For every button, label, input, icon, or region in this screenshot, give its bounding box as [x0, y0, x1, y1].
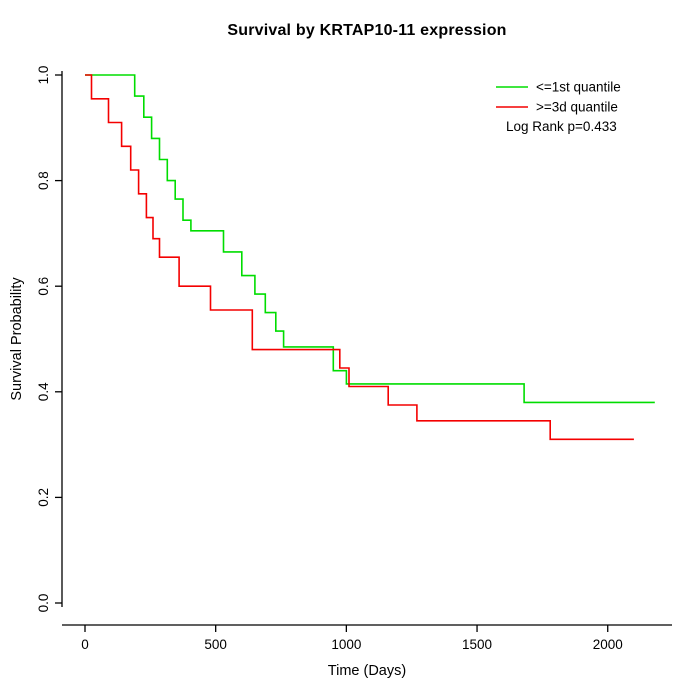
- series-line-0: [85, 74, 655, 404]
- x-tick-label: 1000: [331, 637, 361, 652]
- x-tick-label: 0: [81, 637, 89, 652]
- chart-title: Survival by KRTAP10-11 expression: [227, 22, 507, 39]
- x-tick-label: 500: [204, 637, 227, 652]
- legend-label-1: >=3d quantile: [536, 100, 618, 115]
- y-tick-label: 0.0: [36, 594, 51, 613]
- y-axis-title: Survival Probability: [9, 277, 25, 401]
- x-axis-title: Time (Days): [327, 663, 407, 679]
- annotation-log-rank-pvalue: Log Rank p=0.433: [506, 119, 617, 134]
- x-tick-label: 2000: [593, 637, 623, 652]
- y-tick-label: 0.2: [36, 488, 51, 507]
- y-tick-label: 1.0: [36, 66, 51, 85]
- series-line-1: [85, 74, 634, 441]
- y-tick-label: 0.8: [36, 171, 51, 190]
- x-tick-label: 1500: [462, 637, 492, 652]
- y-tick-label: 0.6: [36, 277, 51, 296]
- legend-label-0: <=1st quantile: [536, 80, 621, 95]
- y-tick-label: 0.4: [36, 382, 51, 401]
